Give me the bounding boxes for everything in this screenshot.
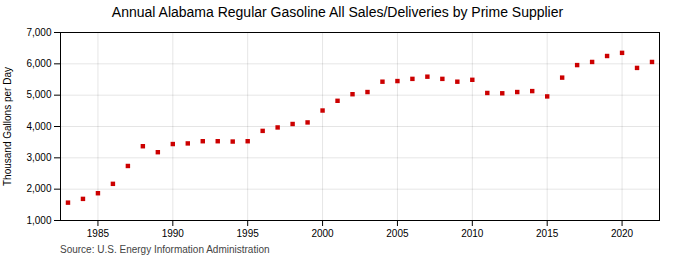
svg-text:2015: 2015 <box>536 228 559 239</box>
svg-text:2000: 2000 <box>311 228 334 239</box>
svg-text:2,000: 2,000 <box>26 183 51 194</box>
svg-text:3,000: 3,000 <box>26 152 51 163</box>
svg-text:7,000: 7,000 <box>26 27 51 38</box>
svg-text:6,000: 6,000 <box>26 58 51 69</box>
svg-text:Thousand Gallons per Day: Thousand Gallons per Day <box>2 67 13 186</box>
html-text:Source: U.S. Energy Informatio: Source: U.S. Energy Information Administ… <box>60 244 270 255</box>
svg-text:1990: 1990 <box>162 228 185 239</box>
svg-text:1985: 1985 <box>87 228 110 239</box>
svg-text:1995: 1995 <box>237 228 260 239</box>
svg-text:4,000: 4,000 <box>26 121 51 132</box>
svg-text:5,000: 5,000 <box>26 89 51 100</box>
svg-text:2010: 2010 <box>461 228 484 239</box>
svg-text:2020: 2020 <box>611 228 634 239</box>
svg-text:2005: 2005 <box>386 228 409 239</box>
svg-text:1,000: 1,000 <box>26 215 51 226</box>
html-text:Annual Alabama Regular Gasolin: Annual Alabama Regular Gasoline All Sale… <box>111 4 564 20</box>
